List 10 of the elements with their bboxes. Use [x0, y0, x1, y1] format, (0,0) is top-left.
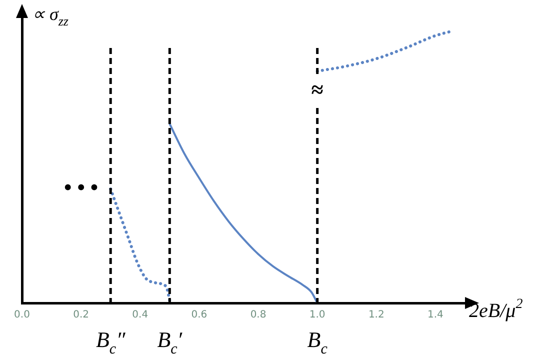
- x-tick-label: 0.6: [191, 310, 208, 321]
- x-tick-label: 1.2: [368, 310, 384, 321]
- x-tick-label: 0.8: [250, 310, 266, 321]
- x-tick-label: 1.4: [428, 310, 444, 321]
- x-tick-label: 1.0: [309, 310, 326, 321]
- annotation: • • •: [64, 174, 98, 200]
- x-tick-label: 0.0: [14, 310, 30, 321]
- x-tick-label: 0.2: [73, 310, 90, 321]
- annotation: ≈: [311, 76, 324, 102]
- x-tick-label: 0.4: [132, 310, 148, 321]
